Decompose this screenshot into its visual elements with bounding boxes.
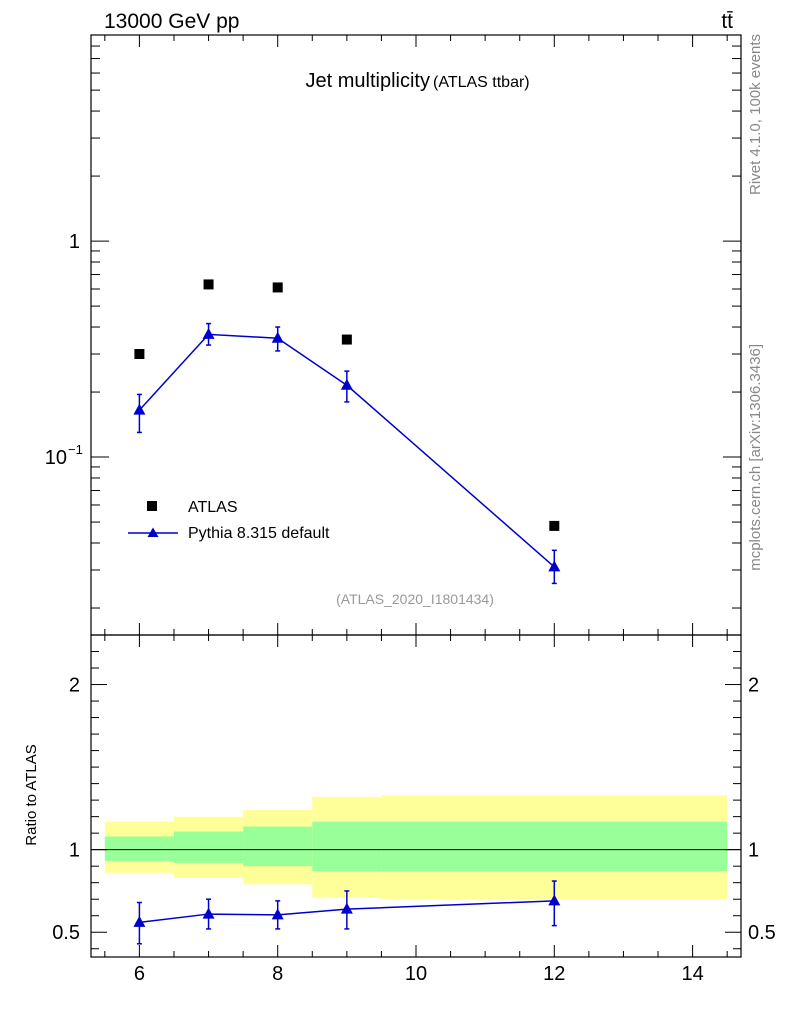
ratio-panel: Ratio to ATLAS 6 8 10 12 140.5 0.51 12 2 xyxy=(23,634,776,985)
ratio-ytick-label-left: 2 xyxy=(69,675,80,697)
ratio-ylabel: Ratio to ATLAS xyxy=(23,744,40,845)
source-label: mcplots.cern.ch [arXiv:1306.3436] xyxy=(747,344,764,571)
x-tick-label: 6 xyxy=(134,963,145,985)
main-ytick-exponent: −1 xyxy=(68,442,83,457)
pythia-point xyxy=(271,331,284,343)
analysis-id: (ATLAS_2020_I1801434) xyxy=(336,591,494,607)
x-tick-label: 12 xyxy=(543,963,565,985)
rivet-label: Rivet 4.1.0, 100k events xyxy=(747,34,764,195)
energy-label: 13000 GeV pp xyxy=(104,10,239,33)
legend: ATLAS Pythia 8.315 default xyxy=(128,499,330,542)
main-panel: Jet multiplicity (ATLAS ttbar) (ATLAS_20… xyxy=(45,34,742,636)
pythia-point xyxy=(133,403,146,415)
main-ytick-label: 10 xyxy=(45,447,67,469)
atlas-point xyxy=(134,349,145,360)
ratio-band-inner-4 xyxy=(381,821,728,872)
ratio-band-inner-2 xyxy=(243,826,313,867)
atlas-point xyxy=(341,334,352,345)
x-tick-label: 10 xyxy=(405,963,427,985)
ratio-pythia-point xyxy=(548,894,561,906)
ratio-band-inner-1 xyxy=(173,831,244,863)
ratio-ytick-label-right: 1 xyxy=(748,840,759,862)
chart-title: Jet multiplicity xyxy=(306,70,430,92)
pythia-point xyxy=(340,378,353,390)
main-ytick-label: 1 xyxy=(69,231,80,253)
ratio-pythia-point xyxy=(133,915,146,927)
ratio-pythia-point xyxy=(202,907,215,919)
atlas-point xyxy=(272,282,283,293)
pythia-point xyxy=(548,560,561,572)
ratio-pythia-point xyxy=(340,902,353,914)
x-tick-label: 14 xyxy=(681,963,703,985)
x-tick-label: 8 xyxy=(272,963,283,985)
ratio-ytick-label-left: 0.5 xyxy=(52,922,80,944)
legend-marker-atlas xyxy=(147,501,157,511)
chart-subtitle: (ATLAS ttbar) xyxy=(433,74,530,91)
ratio-ytick-label-left: 1 xyxy=(69,840,80,862)
ratio-band-inner-0 xyxy=(104,836,174,862)
atlas-point xyxy=(549,520,560,531)
ratio-pythia-point xyxy=(271,908,284,920)
ratio-ytick-label-right: 0.5 xyxy=(748,922,776,944)
atlas-point xyxy=(203,279,214,290)
main-frame xyxy=(90,34,742,636)
legend-marker-pythia xyxy=(147,527,159,537)
pythia-point xyxy=(202,327,215,339)
ratio-band-inner-3 xyxy=(312,821,382,872)
ratio-ytick-label-right: 2 xyxy=(748,675,759,697)
legend-label-pythia: Pythia 8.315 default xyxy=(188,525,330,542)
process-label: tt̄ xyxy=(721,10,733,33)
legend-label-atlas: ATLAS xyxy=(188,499,238,516)
